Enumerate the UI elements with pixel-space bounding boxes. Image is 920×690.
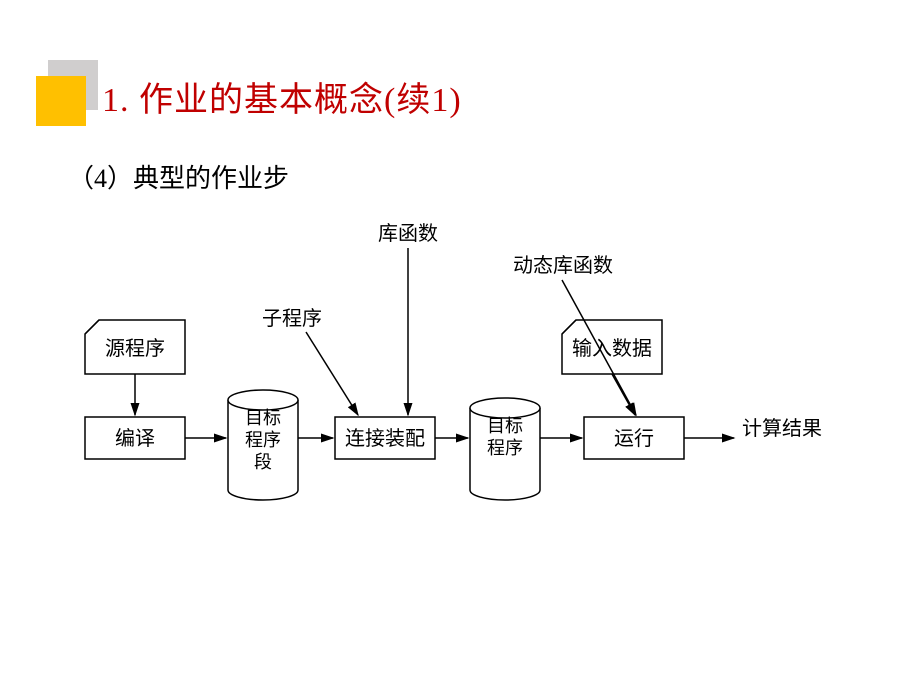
flow-diagram: 源程序编译目标程序段连接装配目标程序运行输入数据子程序库函数动态库函数计算结果 <box>0 0 920 690</box>
label-dynlib: 动态库函数 <box>513 254 613 277</box>
label-result: 计算结果 <box>742 417 822 440</box>
node-label-objprog-1: 程序 <box>487 438 523 458</box>
label-sub: 子程序 <box>262 307 322 330</box>
node-label-input: 输入数据 <box>572 337 652 360</box>
node-label-objseg-0: 目标 <box>245 408 281 428</box>
node-label-objseg-2: 段 <box>254 452 272 472</box>
node-label-run: 运行 <box>614 427 654 450</box>
label-libfn: 库函数 <box>378 222 438 245</box>
arrow-7 <box>306 332 358 415</box>
node-label-src: 源程序 <box>105 337 165 360</box>
node-label-objprog-0: 目标 <box>487 416 523 436</box>
arrow-6 <box>612 374 635 415</box>
node-label-objseg-1: 程序 <box>245 430 281 450</box>
node-label-compile: 编译 <box>115 427 155 450</box>
node-label-link: 连接装配 <box>345 427 425 450</box>
